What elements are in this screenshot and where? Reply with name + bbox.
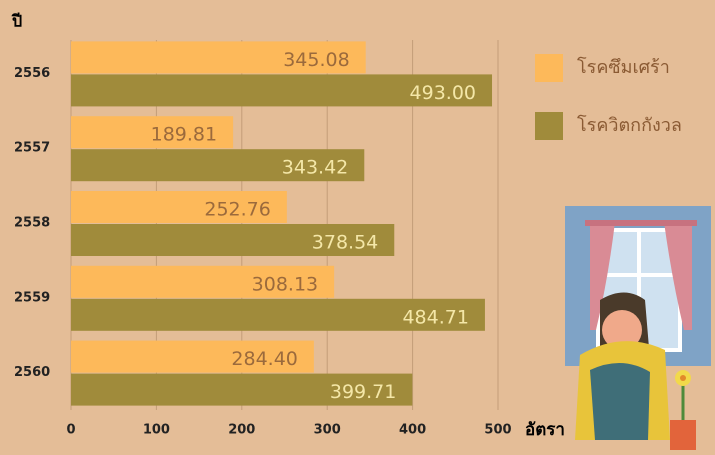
value-label: 399.71 (330, 381, 396, 403)
value-label: 284.40 (231, 348, 297, 370)
bar (71, 41, 366, 74)
bar (71, 265, 335, 298)
y-axis-label: ปี (11, 12, 23, 31)
value-label: 345.08 (283, 49, 349, 71)
bar (71, 298, 485, 331)
value-label: 484.71 (402, 306, 468, 328)
y-tick-label: 2559 (14, 290, 50, 305)
x-axis-label: อัตรา (525, 420, 565, 440)
legend-swatch (535, 112, 563, 140)
y-tick-label: 2560 (14, 365, 50, 380)
value-label: 378.54 (312, 232, 378, 254)
bar (71, 74, 493, 107)
y-tick-label: 2556 (14, 66, 50, 81)
x-tick-label: 400 (399, 423, 426, 438)
illustration (565, 206, 711, 450)
bar (71, 373, 413, 406)
value-label: 343.42 (282, 157, 348, 179)
value-label: 308.13 (252, 273, 318, 295)
legend-swatch (535, 54, 563, 82)
x-tick-label: 300 (314, 423, 341, 438)
bar (71, 340, 314, 373)
x-tick-label: 0 (66, 423, 75, 438)
value-label: 493.00 (410, 82, 476, 104)
legend-label: โรคซึมเศร้า (577, 56, 670, 78)
legend-label: โรควิตกกังวล (577, 114, 682, 136)
bar (71, 191, 287, 223)
bar (71, 224, 395, 256)
x-tick-label: 500 (484, 423, 511, 438)
value-label: 189.81 (151, 124, 217, 146)
bar (71, 149, 365, 182)
bar (71, 116, 234, 149)
y-tick-label: 2557 (14, 141, 50, 156)
value-label: 252.76 (204, 199, 270, 221)
y-tick-label: 2558 (14, 216, 50, 231)
x-tick-label: 100 (143, 423, 170, 438)
x-tick-label: 200 (228, 423, 255, 438)
